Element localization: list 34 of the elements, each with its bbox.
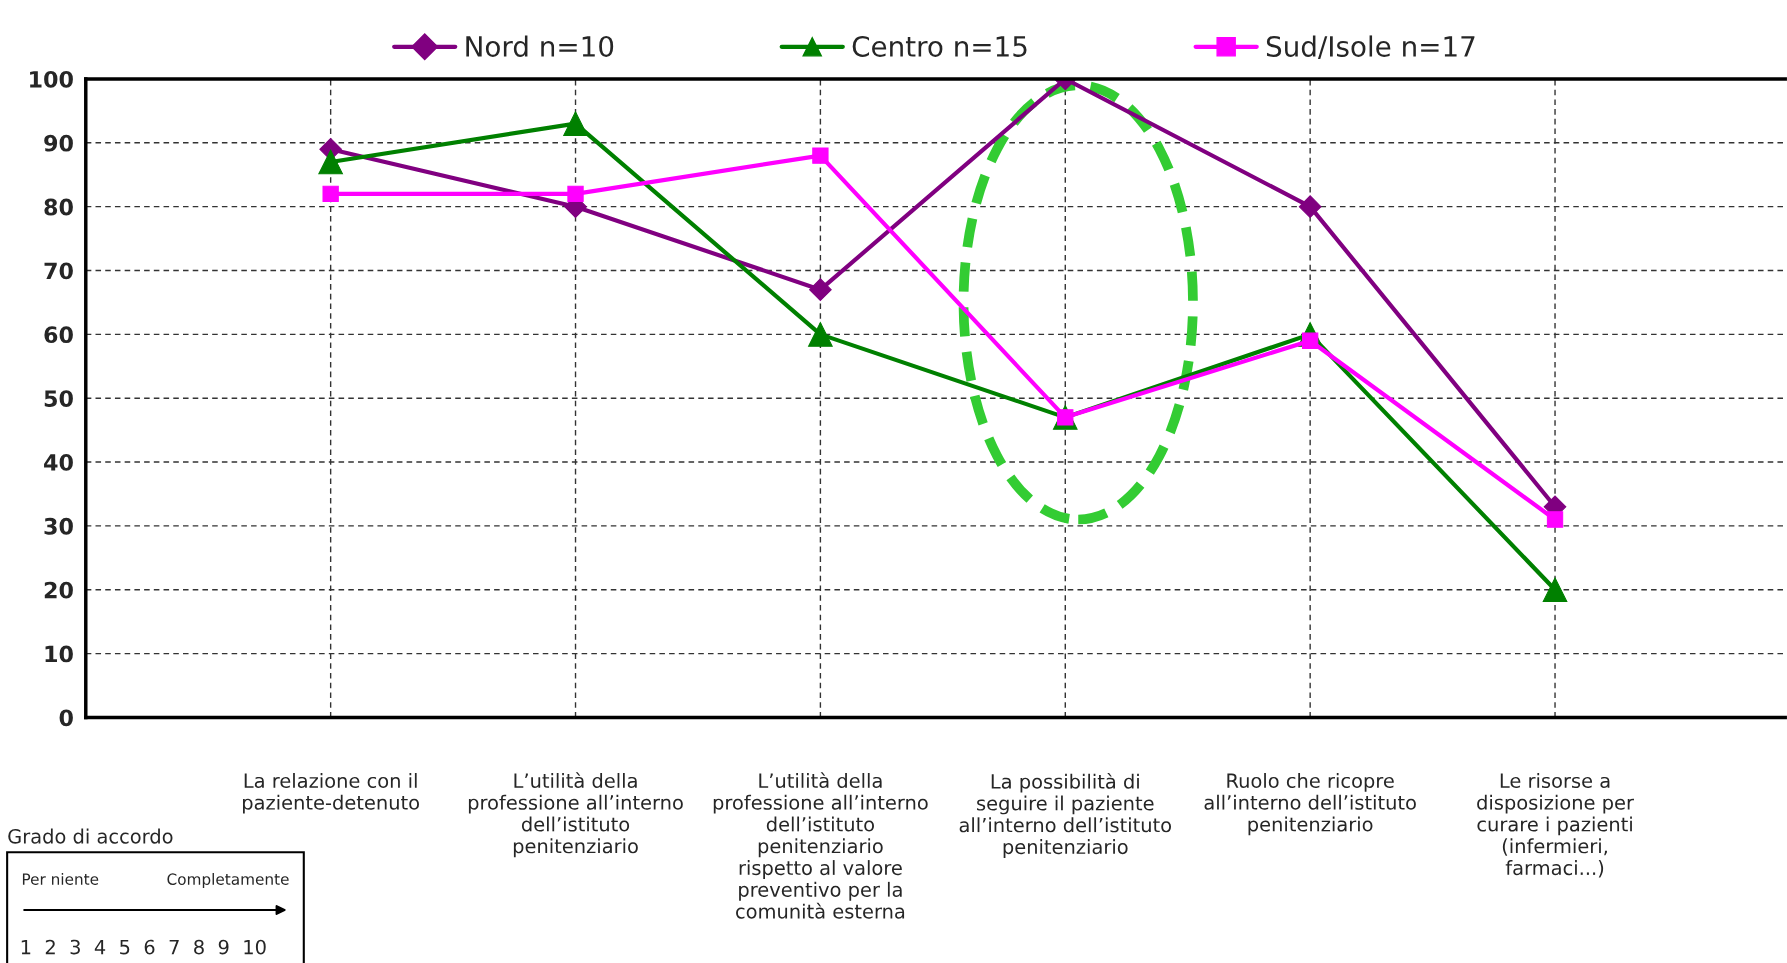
y-tick-label: 70 bbox=[44, 262, 73, 280]
y-tick-label: 90 bbox=[44, 134, 73, 152]
text: Grado di accordo bbox=[8, 828, 173, 844]
legend-label: Nord n=10 bbox=[466, 35, 614, 57]
y-tick-label: 0 bbox=[59, 709, 73, 727]
y-tick-label: 40 bbox=[44, 454, 73, 471]
x-tick-label: La relazione con il paziente-detenuto bbox=[243, 772, 419, 814]
x-tick-label: Ruolo che ricopre all’interno dell’istituto penitenziario bbox=[1204, 772, 1416, 836]
point bbox=[563, 111, 588, 136]
x-tick-label: Le risorse a disposizione per curare i pazienti (infermieri, farmaci...) bbox=[1477, 772, 1634, 878]
point bbox=[1546, 511, 1564, 528]
text: Completamente bbox=[167, 873, 289, 888]
x-tick-label: L’utilità della professione all’interno dell’istituto penitenziario bbox=[468, 772, 683, 858]
point bbox=[1542, 577, 1568, 603]
y-tick-label: 20 bbox=[44, 581, 73, 599]
y-tick-label: 60 bbox=[44, 326, 73, 344]
point bbox=[318, 149, 343, 175]
legend-label: Centro n=15 bbox=[852, 35, 1027, 57]
text: 1 2 3 4 5 6 7 8 9 10 bbox=[21, 939, 266, 955]
point bbox=[1298, 195, 1322, 218]
point bbox=[809, 278, 832, 301]
y-tick-label: 10 bbox=[45, 645, 73, 663]
point bbox=[812, 147, 829, 164]
y-tick-label: 30 bbox=[44, 517, 73, 535]
x-tick-label: L’utilità della professione all’interno dell’istituto penitenziario rispetto al valore preventivo per la comunità esterna bbox=[713, 772, 928, 919]
legend-label: Sud/Isole n=17 bbox=[1266, 35, 1475, 60]
text: Per niente bbox=[22, 873, 99, 885]
point bbox=[322, 185, 339, 203]
y-tick-label: 100 bbox=[30, 70, 73, 88]
point bbox=[567, 185, 584, 203]
y-tick-label: 80 bbox=[44, 198, 73, 216]
point bbox=[808, 322, 833, 347]
y-tick-label: 50 bbox=[44, 390, 73, 407]
x-tick-label: La possibilità di seguire il paziente all’interno dell’istituto penitenziario bbox=[959, 772, 1172, 858]
